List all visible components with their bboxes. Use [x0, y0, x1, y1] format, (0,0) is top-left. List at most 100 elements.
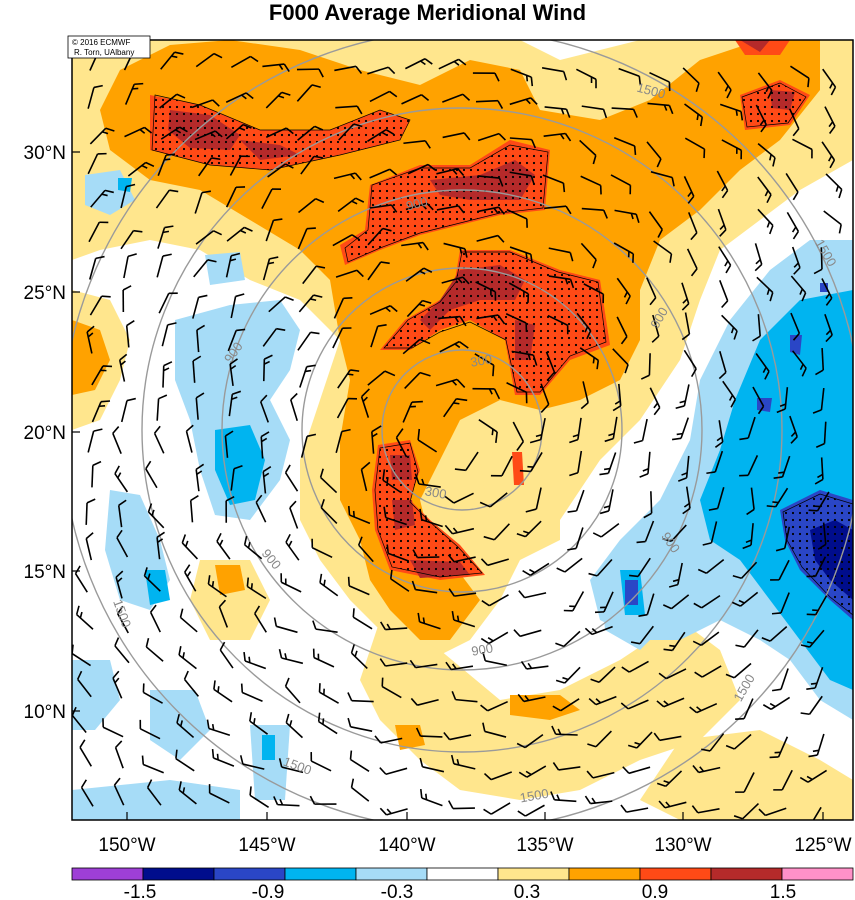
wind-barb — [541, 67, 568, 81]
wind-barb — [482, 722, 507, 738]
wind-barb — [785, 173, 799, 201]
wind-barb — [175, 749, 195, 772]
wind-barb — [142, 683, 163, 704]
shade-light-blue-sw-3 — [250, 725, 290, 800]
lon-tick-label: 125°W — [794, 835, 851, 856]
wind-barb — [472, 387, 501, 400]
contour-1200 — [141, 107, 783, 753]
wind-barb — [87, 84, 103, 109]
wind-barb — [419, 508, 443, 528]
wind-barb — [123, 253, 137, 279]
contour-label: 300 — [469, 351, 493, 370]
wind-barb — [114, 740, 124, 769]
shade-orange-south-3 — [215, 565, 245, 595]
wind-barb — [480, 558, 509, 567]
wind-barb — [162, 361, 173, 388]
wind-barb — [402, 400, 423, 423]
wind-barb — [548, 275, 575, 289]
wind-barb — [405, 58, 433, 70]
map-title: F000 Average Meridional Wind — [268, 0, 587, 25]
wind-barb — [663, 631, 686, 652]
wind-barb — [649, 71, 671, 92]
wind-barb — [520, 660, 549, 670]
contour-label: 300 — [424, 483, 448, 502]
wind-barb — [509, 171, 535, 185]
wind-barb — [436, 167, 465, 176]
wind-barb — [386, 544, 410, 562]
shade-light-blue-west-1 — [175, 300, 300, 520]
wind-barb — [567, 489, 585, 513]
wind-barb — [155, 189, 179, 209]
colorbar-swatch — [213, 867, 286, 881]
wind-barb — [754, 243, 763, 272]
wind-barb — [195, 52, 223, 68]
wind-barb — [156, 531, 165, 560]
wind-barb — [800, 695, 823, 716]
wind-barb — [112, 426, 122, 455]
wind-barb — [584, 625, 613, 636]
wind-barb — [681, 312, 691, 341]
wind-barb — [193, 259, 217, 278]
wind-barb — [280, 573, 302, 593]
wind-barb — [240, 683, 263, 702]
wind-barb — [770, 559, 790, 581]
wind-barb — [89, 127, 115, 145]
wind-barb — [75, 605, 94, 630]
wind-barb — [543, 132, 572, 142]
wind-barb — [506, 208, 528, 228]
plot-frame — [71, 39, 854, 821]
wind-barb — [335, 105, 363, 115]
colorbar-swatch — [710, 867, 783, 881]
wind-barb — [640, 353, 651, 380]
wind-barb — [371, 425, 382, 454]
wind-barb — [821, 141, 836, 169]
wind-barb — [746, 487, 755, 516]
wind-barb — [80, 779, 94, 807]
wind-barb — [613, 242, 635, 263]
wind-barb — [806, 666, 824, 690]
contour-label: 1500 — [635, 80, 667, 102]
wind-barb — [735, 629, 759, 648]
wind-barb — [580, 242, 597, 269]
wind-barb — [509, 246, 533, 264]
wind-barb — [618, 67, 642, 86]
wind-barb — [191, 99, 220, 109]
wind-barb — [333, 297, 353, 319]
wind-barb — [299, 364, 316, 388]
colorbar-swatch — [639, 867, 712, 881]
wind-barb — [115, 570, 124, 599]
wind-barb — [419, 757, 445, 773]
shade-blue-west-1 — [215, 425, 265, 505]
wind-barb — [278, 649, 304, 665]
wind-barb — [415, 727, 443, 738]
wind-barb — [815, 348, 825, 376]
wind-barb — [516, 733, 544, 749]
wind-barb — [116, 605, 129, 634]
shade-light-blue-west-4 — [205, 252, 245, 285]
wind-barb — [544, 205, 572, 215]
shade-red-orange-dot — [512, 452, 524, 485]
wind-barb — [689, 702, 718, 714]
wind-barb — [438, 58, 467, 70]
wind-barb — [813, 247, 823, 275]
wind-barb — [757, 72, 773, 99]
wind-barb — [580, 175, 602, 195]
longitude-axis: 150°W 145°W 140°W 135°W 130°W 125°W — [98, 812, 852, 856]
contour-label: 900 — [404, 194, 429, 214]
wind-barb — [771, 668, 789, 692]
wind-barb — [692, 631, 720, 647]
wind-barb — [265, 218, 283, 242]
wind-barb — [792, 138, 813, 159]
wind-barb — [246, 577, 267, 600]
wind-barb — [529, 417, 546, 444]
colorbar-swatch — [497, 867, 570, 881]
wind-barb — [367, 227, 392, 246]
wind-barb — [260, 431, 270, 459]
wind-barb — [225, 252, 241, 278]
wind-barb — [691, 805, 720, 814]
wind-barb — [790, 312, 801, 341]
wind-barb — [622, 766, 651, 775]
wind-barb — [454, 451, 479, 472]
wind-barb — [646, 141, 662, 168]
wind-barb — [482, 651, 507, 667]
